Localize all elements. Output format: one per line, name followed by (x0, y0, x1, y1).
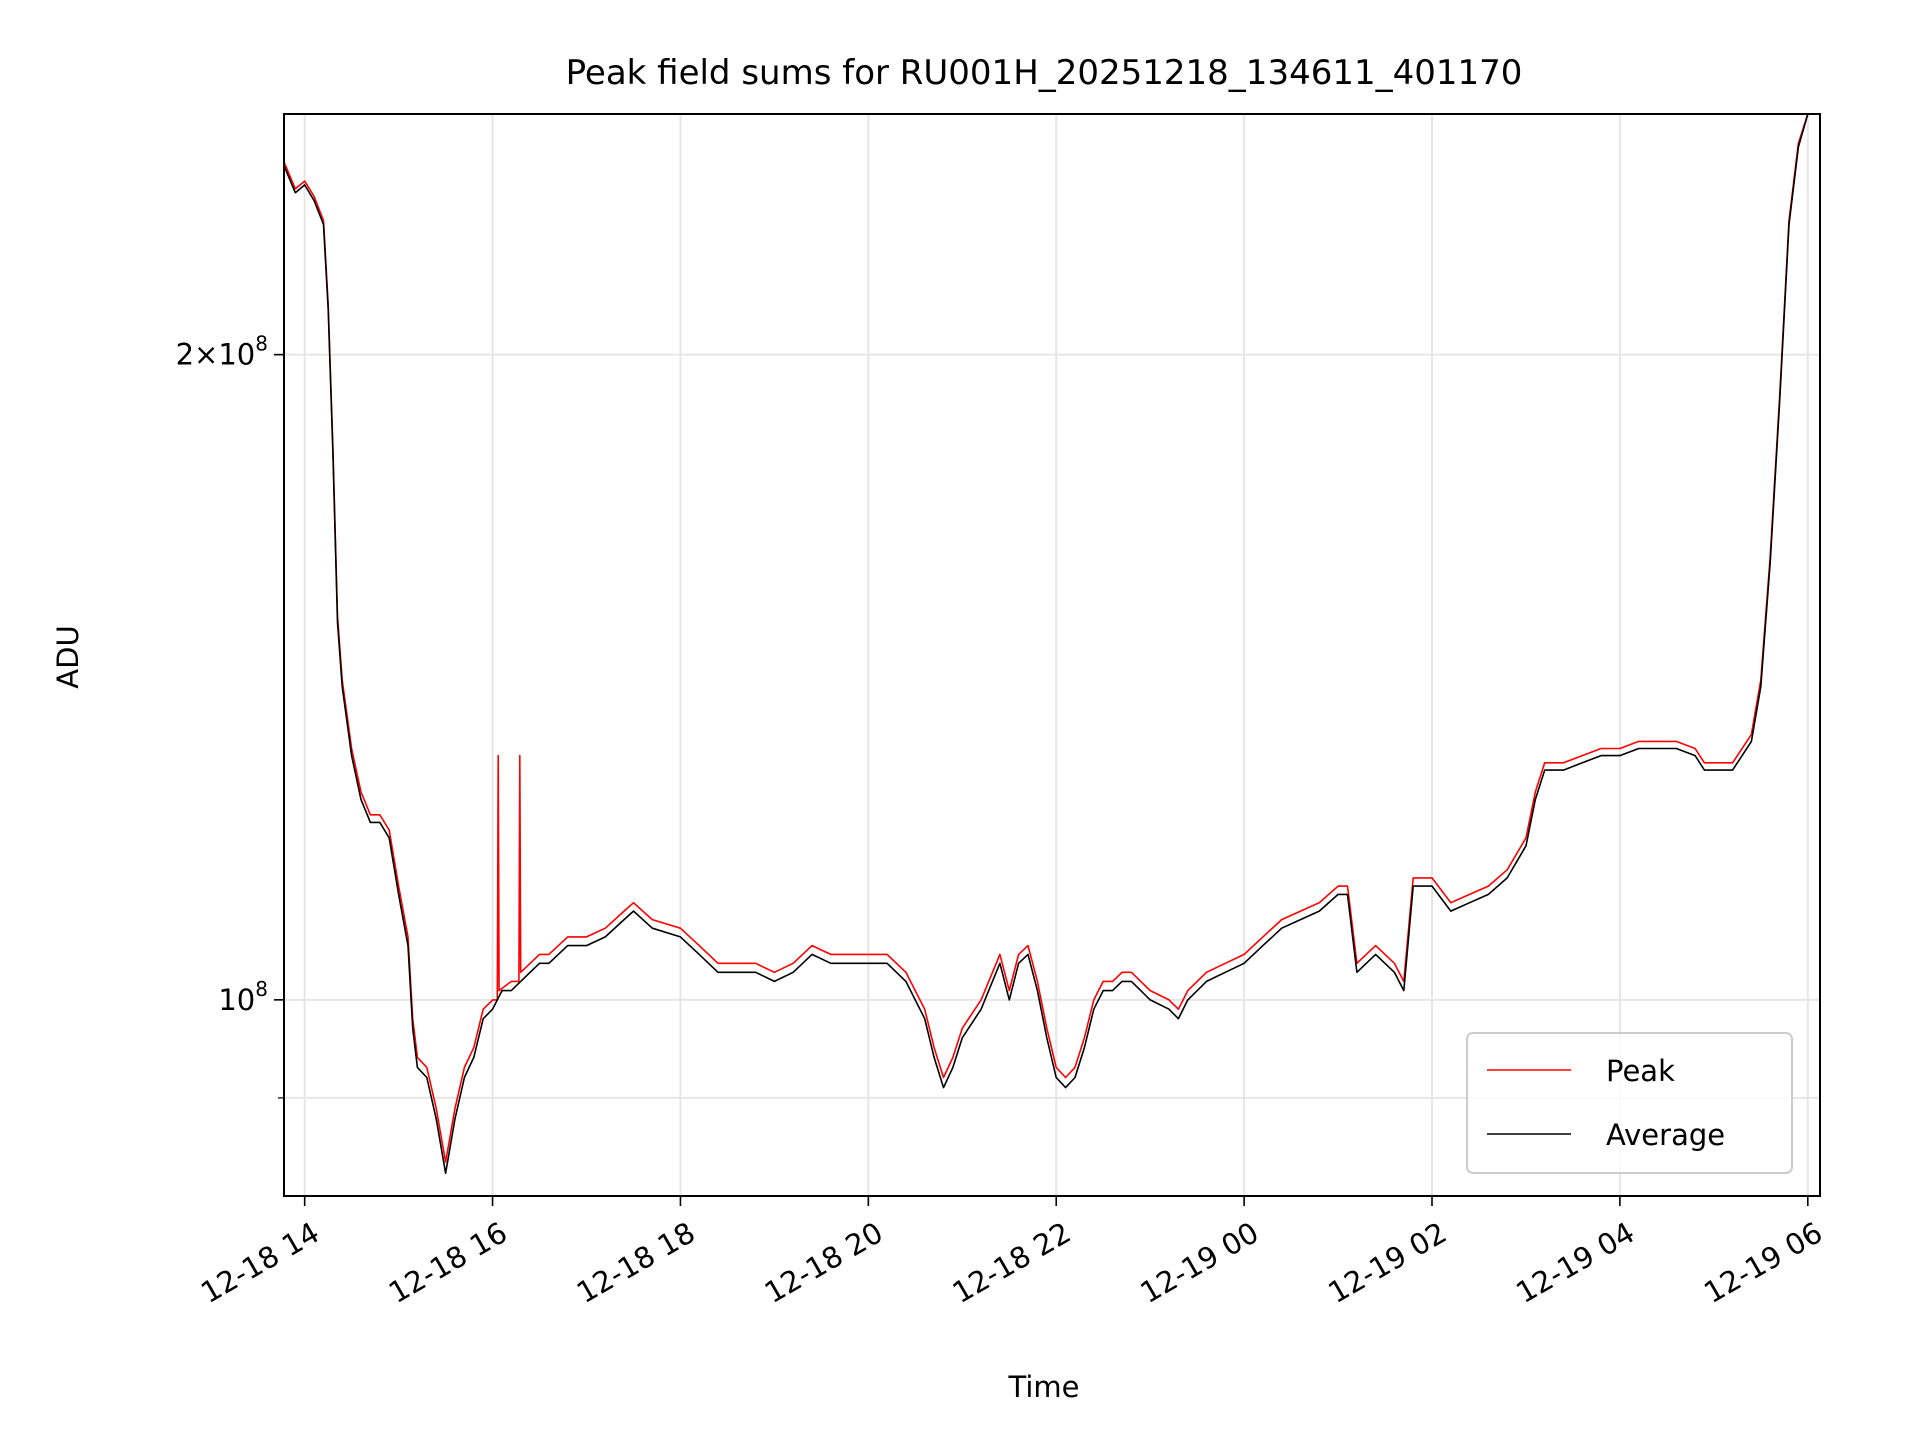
y-tick-label: 2×108 (176, 332, 268, 372)
plot-frame (283, 113, 1821, 1197)
chart-title: Peak field sums for RU001H_20251218_1346… (566, 53, 1523, 93)
y-axis-label: ADU (51, 625, 85, 688)
x-axis-label: Time (1008, 1370, 1080, 1404)
y-tick-label: 108 (218, 977, 268, 1017)
series-line-average (284, 114, 1809, 1175)
legend-label-average: Average (1606, 1118, 1725, 1152)
grid (284, 114, 1820, 1196)
legend-box (1466, 1032, 1793, 1174)
legend-label-peak: Peak (1606, 1054, 1675, 1088)
series-line-peak (284, 114, 1809, 1163)
legend: Peak Average (1466, 1032, 1793, 1174)
plot-area (284, 114, 1809, 1175)
